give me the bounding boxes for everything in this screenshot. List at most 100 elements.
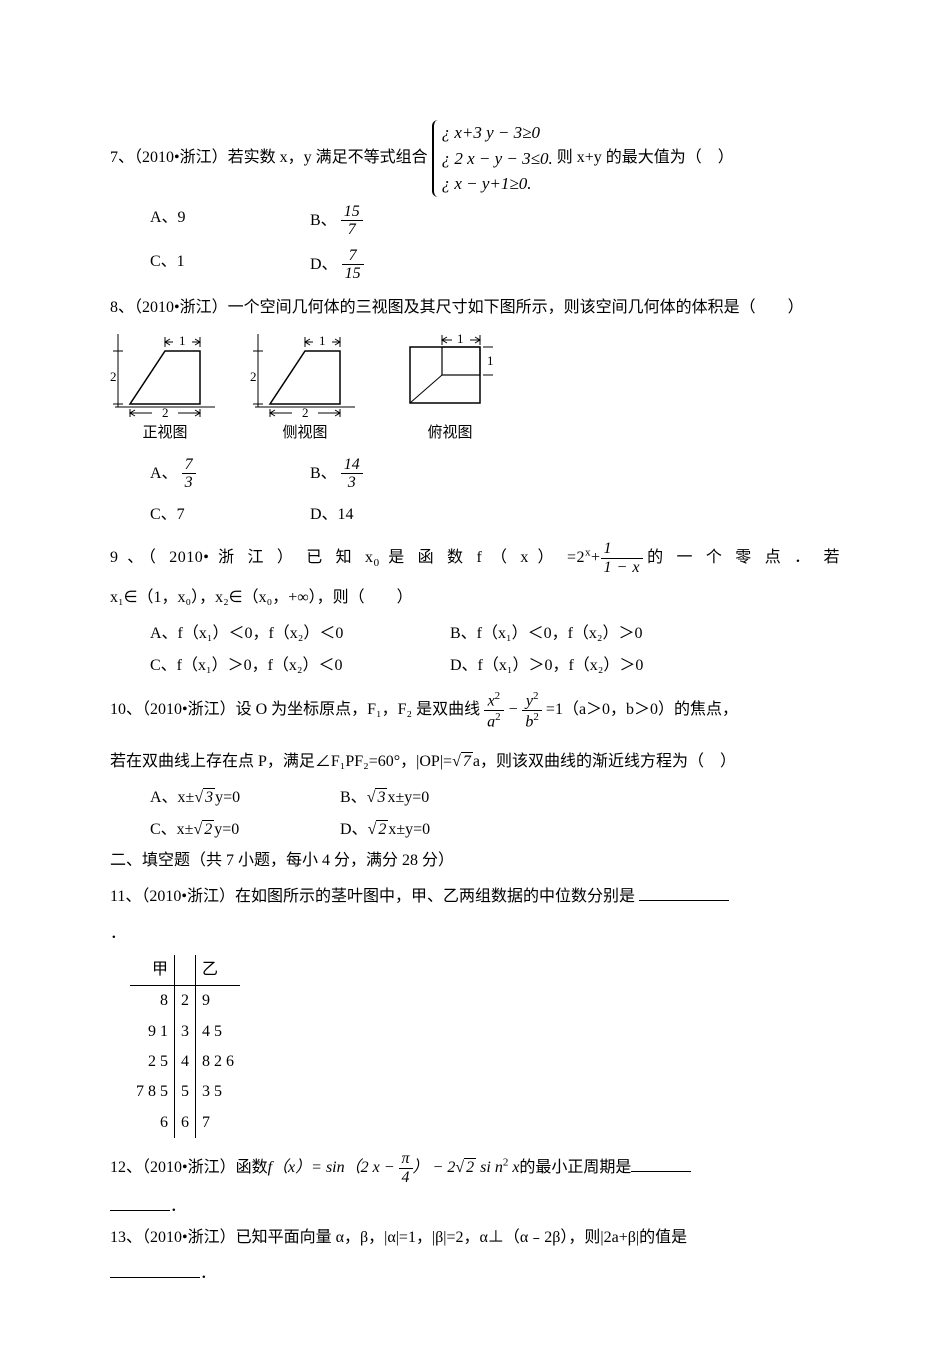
sl-row-3: 2 5 4 8 2 6 — [130, 1047, 240, 1077]
q9-l1b: 是 函 数 f （ x ） =2 — [380, 549, 585, 566]
q10-f1n: x2 — [484, 690, 504, 711]
q12: 12、（2010•浙江）函数f（x）= sin（2 x − π4） − 2√2 … — [110, 1150, 840, 1186]
q9-fden: 1 − x — [601, 559, 643, 577]
q7-d-den: 15 — [342, 265, 364, 283]
q12-sqrt2v: 2 — [464, 1158, 476, 1176]
front-view-cell: 1 2 2 正视图 — [110, 329, 220, 448]
q8-stem: 8、（2010•浙江）一个空间几何体的三视图及其尺寸如下图所示，则该空间几何体的… — [110, 293, 840, 323]
q10-c-pre: C、x± — [150, 821, 193, 838]
q10-b-sqrtv: 3 — [375, 788, 387, 806]
q10-d-post: x±y=0 — [388, 821, 430, 838]
q10-choice-d: D、√2x±y=0 — [340, 815, 530, 845]
sl-l5: 6 — [130, 1108, 175, 1138]
q7-sys-l2: ¿ 2 x − y − 3≤0. — [442, 149, 553, 168]
q10-choices: A、x±√3y=0 B、√3x±y=0 C、x±√2y=0 D、√2x±y=0 — [150, 783, 840, 846]
sl-r3: 8 2 6 — [196, 1047, 241, 1077]
q7-choice-b: B、 157 — [310, 203, 470, 239]
q9-line2: x₁∈（1，x₀），x₂∈（x₀，+∞），则（ ） — [110, 583, 840, 613]
sl-jia: 甲 — [130, 955, 175, 986]
q11-stem: 11、（2010•浙江）在如图所示的茎叶图中，甲、乙两组数据的中位数分别是 — [110, 882, 840, 912]
dim-1b: 1 — [319, 333, 326, 348]
q10-l2pre: 若在双曲线上存在点 P，满足∠F₁PF₂=60°，|OP|= — [110, 753, 452, 770]
q13-stem: 13、（2010•浙江）已知平面向量 α，β，|α|=1，|β|=2，α⊥（α﹣… — [110, 1229, 687, 1246]
q11-stem-text: 11、（2010•浙江）在如图所示的茎叶图中，甲、乙两组数据的中位数分别是 — [110, 888, 635, 905]
sl-s1: 2 — [175, 986, 196, 1017]
q10-b-post: x±y=0 — [387, 789, 429, 806]
q10-sqrt7-val: 7 — [461, 752, 473, 770]
q11-dot: ． — [110, 919, 840, 949]
q9-choice-d: D、f（x₁）＞0，f（x₂）＞0 — [450, 651, 750, 681]
q8-a-den: 3 — [182, 474, 196, 492]
q8-b-frac: 143 — [341, 456, 363, 492]
q10-a-sqrtv: 3 — [203, 788, 215, 806]
q9-choices: A、f（x₁）＜0，f（x₂）＜0 B、f（x₁）＜0，f（x₂）＞0 C、f（… — [150, 619, 840, 682]
q12-pi-num: π — [399, 1150, 413, 1169]
q13-blank — [110, 1261, 200, 1278]
section-2-header: 二、填空题（共 7 小题，每小 4 分，满分 28 分） — [110, 846, 840, 876]
q10-f1d: a2 — [484, 711, 504, 731]
q7-sys-l3: ¿ x − y+1≥0. — [442, 174, 532, 193]
dim-1a: 1 — [179, 333, 186, 348]
q11-blank — [639, 884, 729, 901]
q8-b-num: 14 — [341, 456, 363, 475]
q12-blank1 — [631, 1155, 691, 1172]
q8-choice-a: A、 73 — [150, 456, 310, 492]
q8-b-den: 3 — [341, 474, 363, 492]
q7-choice-c: C、1 — [150, 247, 310, 283]
q12-pi-den: 4 — [399, 1169, 413, 1187]
q8-a-pre: A、 — [150, 465, 178, 482]
side-view-label: 侧视图 — [250, 419, 360, 448]
q9-choice-b: B、f（x₁）＜0，f（x₂）＞0 — [450, 619, 750, 649]
q10-frac2: y2b2 — [522, 690, 542, 731]
top-view-cell: 1 1 俯视图 — [390, 329, 510, 448]
q12-blank2 — [110, 1194, 170, 1211]
q7-choices: A、9 B、 157 C、1 D、 715 — [150, 203, 840, 283]
sl-row-5: 6 6 7 — [130, 1108, 240, 1138]
q12-blank-line2: ． — [110, 1192, 840, 1222]
q8-a-frac: 73 — [182, 456, 196, 492]
top-view-label: 俯视图 — [390, 419, 510, 448]
q10-d-sqrt: √2 — [368, 820, 389, 838]
dim-w2a: 2 — [162, 405, 169, 419]
q12-pre: 12、（2010•浙江）函数 — [110, 1159, 268, 1176]
sl-r4: 3 5 — [196, 1077, 241, 1107]
front-view-label: 正视图 — [110, 419, 220, 448]
sl-r5: 7 — [196, 1108, 241, 1138]
sl-l1: 8 — [130, 986, 175, 1017]
q10-b-pre: B、 — [340, 789, 367, 806]
q12-dot: ． — [170, 1198, 186, 1215]
q7-suffix: 则 x+y 的最大值为（ ） — [557, 149, 734, 166]
q10-choice-b: B、√3x±y=0 — [340, 783, 530, 813]
sl-s5: 6 — [175, 1108, 196, 1138]
q10-a-post: y=0 — [215, 789, 240, 806]
sl-s4: 5 — [175, 1077, 196, 1107]
q10-b-sqrt: √3 — [367, 788, 388, 806]
q13-blank-line: ． — [110, 1259, 840, 1289]
q7-b-num: 15 — [341, 203, 363, 222]
sl-yi: 乙 — [196, 955, 241, 986]
stem-leaf-plot: 甲 乙 8 2 9 9 1 3 4 5 2 5 4 8 2 6 7 8 5 5 … — [130, 955, 840, 1138]
dim-h2b: 2 — [250, 369, 257, 384]
sl-s2: 3 — [175, 1017, 196, 1047]
q12-mid1: ） − 2 — [413, 1159, 456, 1176]
q7-choice-d: D、 715 — [310, 247, 470, 283]
q8-choice-d: D、14 — [310, 500, 470, 530]
q10-c-sqrt: √2 — [193, 820, 214, 838]
dim-w2b: 2 — [302, 405, 309, 419]
q10-f2d: b2 — [522, 711, 542, 731]
q10-c-sqrtv: 2 — [202, 820, 214, 838]
q7-system: ¿ x+3 y − 3≥0 ¿ 2 x − y − 3≤0. ¿ x − y+1… — [432, 120, 553, 197]
q9-l1a: 9 、（ 2010• 浙 江 ） 已 知 x — [110, 549, 374, 566]
sl-row-1: 8 2 9 — [130, 986, 240, 1017]
q10-c-post: y=0 — [214, 821, 239, 838]
q9-plus: + — [591, 549, 601, 566]
dim-1d: 1 — [487, 353, 494, 368]
q9-l1c: 的 一 个 零 点 ． 若 — [643, 549, 840, 566]
q10-line2: 若在双曲线上存在点 P，满足∠F₁PF₂=60°，|OP|=√7a，则该双曲线的… — [110, 747, 840, 777]
q7-b-den: 7 — [341, 221, 363, 239]
sl-l2: 9 1 — [130, 1017, 175, 1047]
q10-l2post: a，则该双曲线的渐近线方程为（ ） — [473, 753, 736, 770]
dim-h2a: 2 — [110, 369, 117, 384]
q7: 7、（2010•浙江）若实数 x，y 满足不等式组合 ¿ x+3 y − 3≥0… — [110, 120, 840, 197]
stem-leaf-table: 甲 乙 8 2 9 9 1 3 4 5 2 5 4 8 2 6 7 8 5 5 … — [130, 955, 240, 1138]
